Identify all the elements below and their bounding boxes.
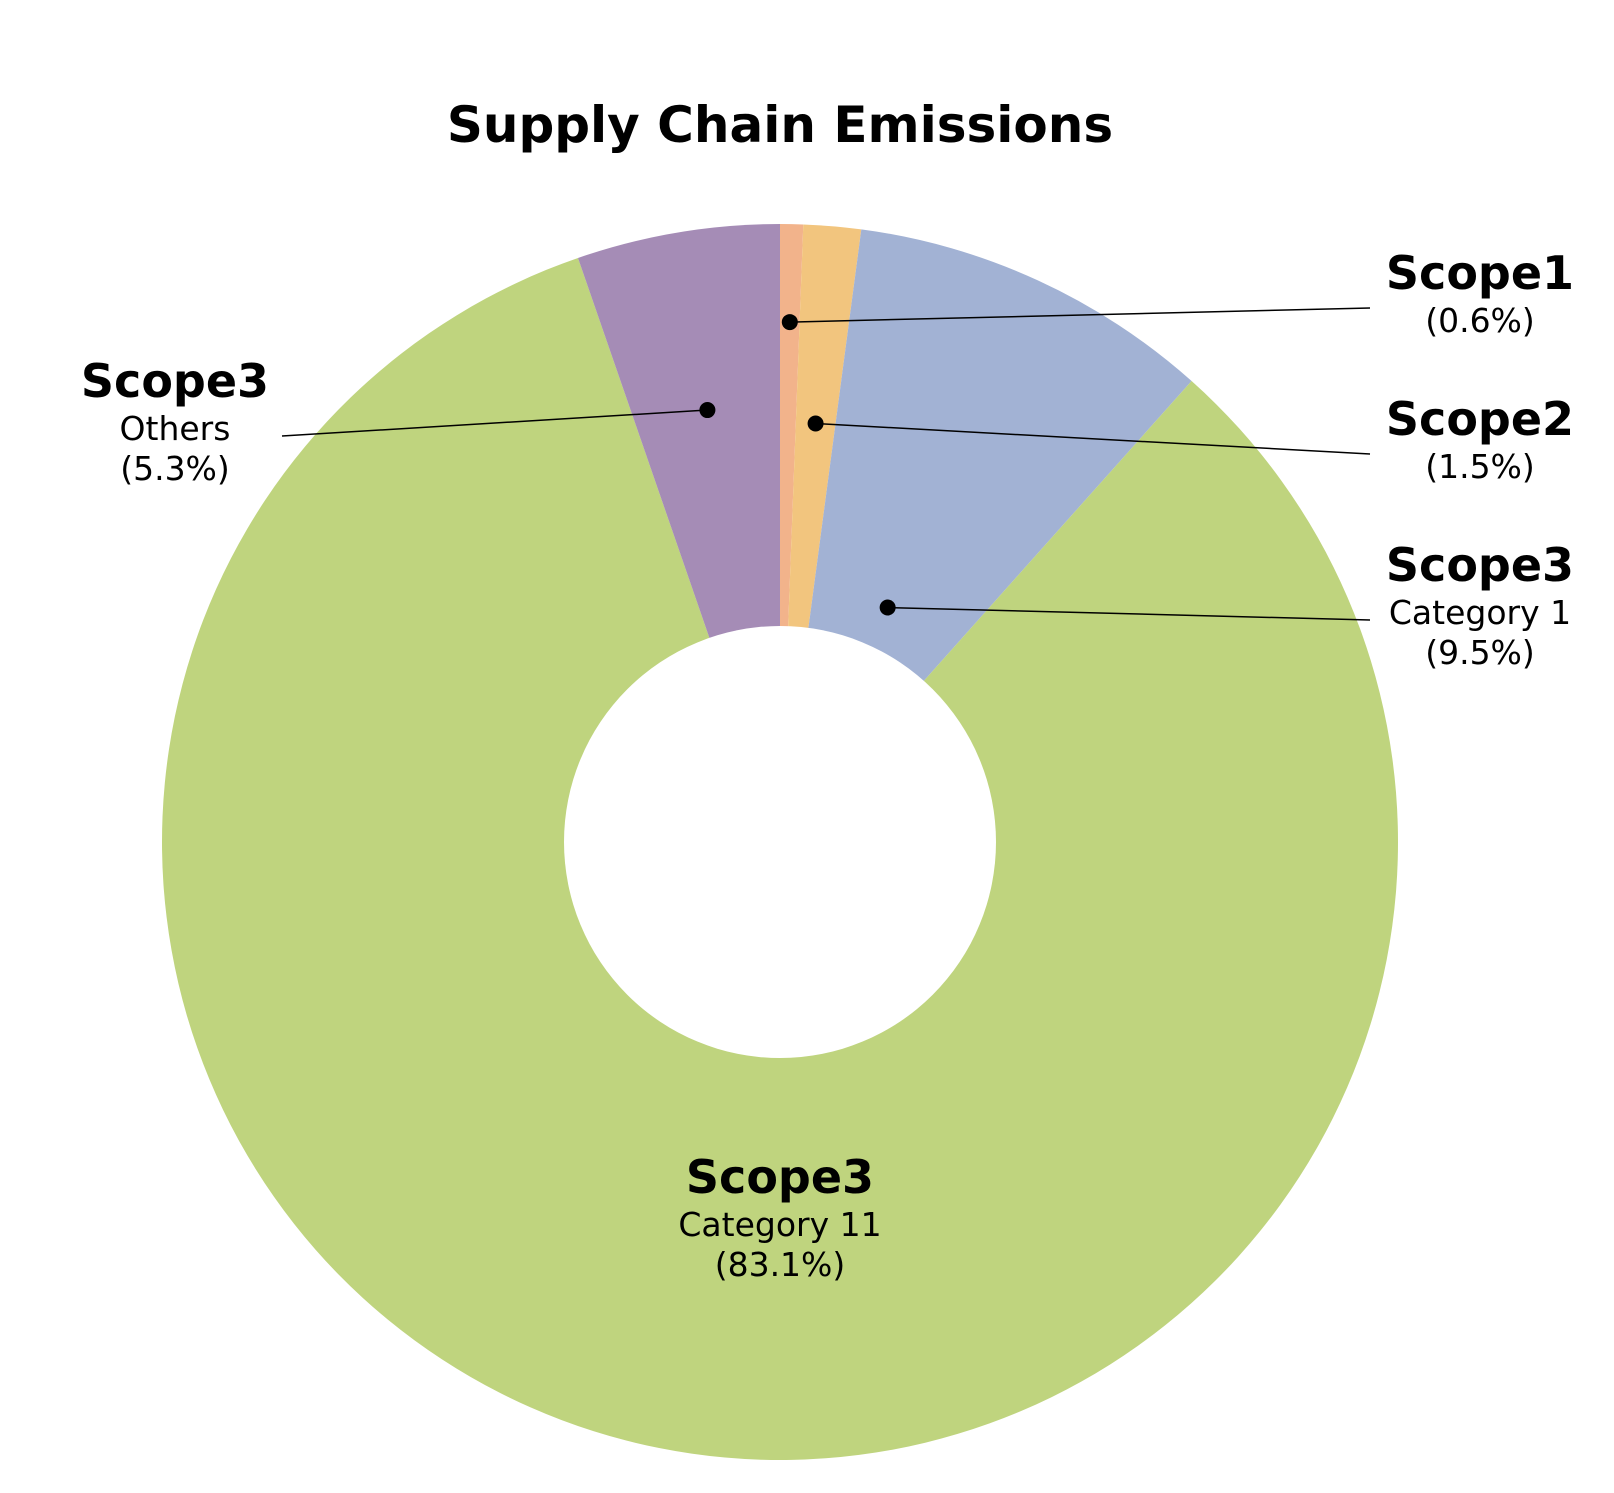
donut-hole xyxy=(564,626,996,1058)
label-scope2-pct: (1.5%) xyxy=(1425,447,1535,487)
label-scope3-cat1-pct: (9.5%) xyxy=(1425,632,1535,672)
label-scope3-others-name: Scope3 xyxy=(80,354,270,408)
label-scope3-cat11-pct: (83.1%) xyxy=(714,1244,846,1284)
marker-scope2 xyxy=(807,415,824,432)
marker-scope1 xyxy=(781,314,798,331)
label-scope1: Scope1 (0.6%) xyxy=(1360,246,1600,341)
label-scope3-cat1: Scope3 Category 1 (9.5%) xyxy=(1360,538,1600,672)
leader-scope2 xyxy=(815,422,1371,455)
label-scope3-cat11-name: Scope3 xyxy=(685,1150,875,1204)
marker-scope3-others xyxy=(699,402,716,419)
label-scope2-name: Scope2 xyxy=(1385,392,1575,446)
label-scope3-others-pct: (5.3%) xyxy=(120,448,230,488)
leader-scope3-others xyxy=(281,409,708,437)
label-scope2: Scope2 (1.5%) xyxy=(1360,392,1600,487)
leader-scope3-category-1 xyxy=(887,606,1371,621)
label-scope3-cat11-sub: Category 11 xyxy=(678,1205,882,1245)
label-scope1-pct: (0.6%) xyxy=(1425,301,1535,341)
marker-scope3-category-1 xyxy=(879,599,896,616)
leader-scope1 xyxy=(789,307,1371,323)
label-scope3-cat11: Scope3 Category 11 (83.1%) xyxy=(640,1150,920,1284)
label-scope3-cat1-name: Scope3 xyxy=(1385,538,1575,592)
label-scope3-others: Scope3 Others (5.3%) xyxy=(55,354,295,488)
chart-title: Supply Chain Emissions xyxy=(446,96,1114,154)
label-scope3-cat1-sub: Category 1 xyxy=(1388,593,1572,633)
label-scope3-others-sub: Others xyxy=(119,409,231,449)
label-scope1-name: Scope1 xyxy=(1385,246,1575,300)
